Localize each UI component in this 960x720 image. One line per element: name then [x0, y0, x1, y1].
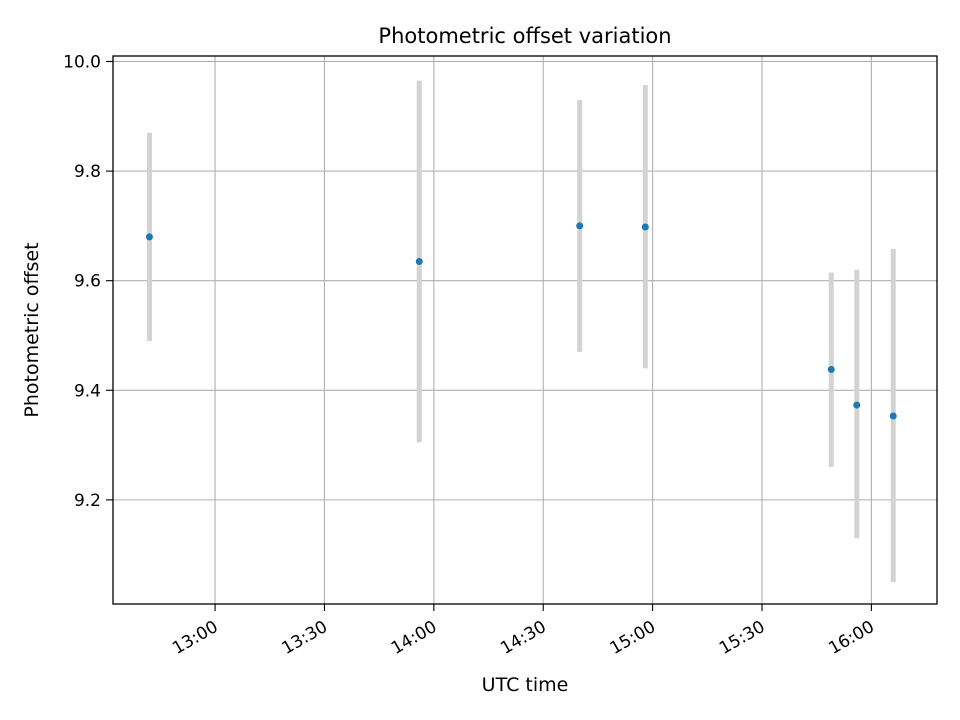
data-point [145, 233, 153, 241]
grid-lines [113, 56, 937, 604]
y-tick-label: 9.4 [74, 381, 101, 401]
data-point [641, 223, 649, 231]
data-points [145, 222, 897, 420]
data-point [415, 258, 423, 265]
y-tick-label: 9.8 [74, 162, 101, 182]
y-tick-label: 9.2 [74, 491, 101, 511]
plot-frame [112, 55, 938, 605]
data-point [853, 401, 861, 409]
data-point [827, 365, 835, 373]
y-tick-label: 9.6 [74, 272, 101, 292]
data-point [889, 412, 897, 420]
x-axis-label: UTC time [482, 674, 569, 696]
y-tick-label: 10.0 [63, 52, 101, 72]
chart-title: Photometric offset variation [378, 24, 671, 48]
y-axis-label: Photometric offset [21, 242, 43, 417]
y-axis-ticks: 9.2 9.4 9.6 9.8 10.0 [63, 52, 113, 511]
data-point [576, 222, 584, 230]
